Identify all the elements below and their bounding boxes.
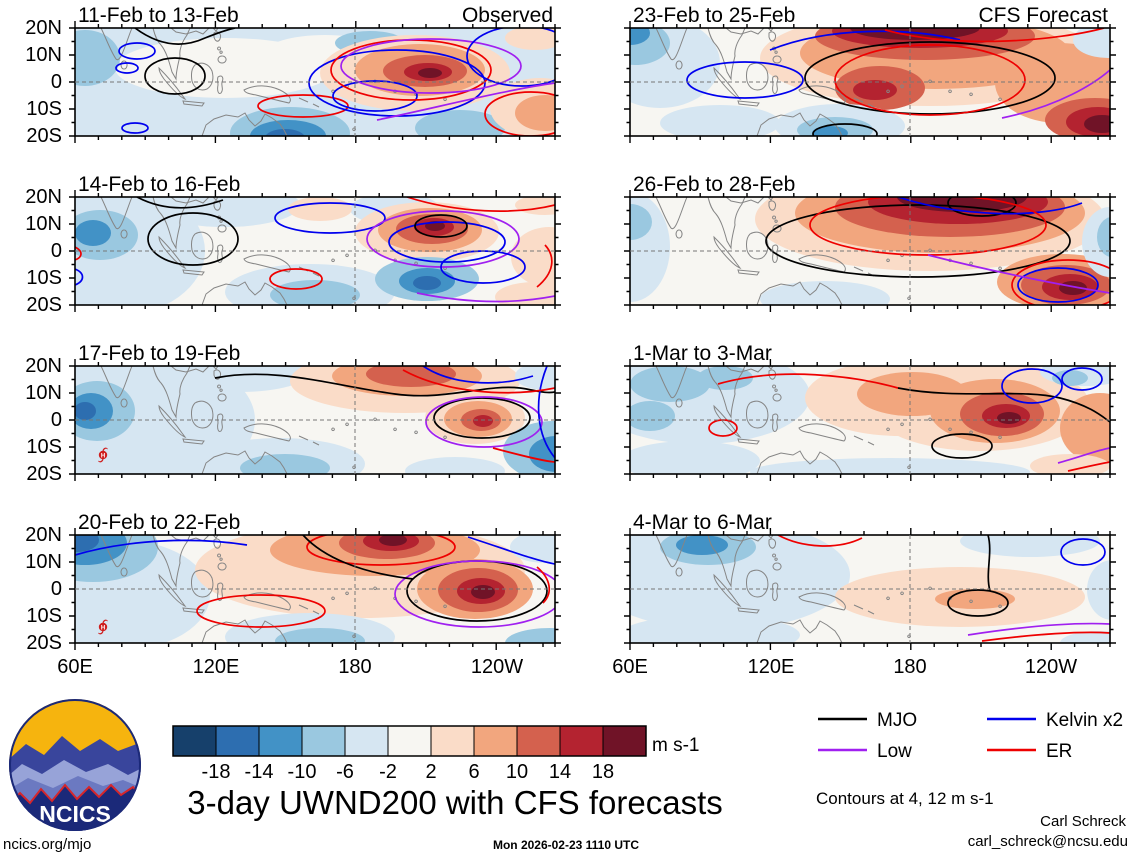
map-forecast-1-3-mar <box>624 359 1116 481</box>
lat-tick-label: 10S <box>26 436 62 458</box>
figure-title: 3-day UWND200 with CFS forecasts <box>187 784 723 821</box>
lat-tick-label: 0 <box>50 240 62 262</box>
lon-tick-label: 120E <box>747 656 795 678</box>
map-forecast-26-28-feb <box>624 190 1116 312</box>
panel-title: 20-Feb to 22-Feb <box>78 511 241 534</box>
lat-tick-label: 20N <box>25 355 62 377</box>
legend-label-mjo: MJO <box>877 710 917 731</box>
lat-tick-label: 10S <box>26 267 62 289</box>
lat-tick-label: 10N <box>25 44 62 66</box>
site-url: ncics.org/mjo <box>3 836 92 853</box>
map-observed-11-13-feb <box>69 21 561 143</box>
map-observed-17-19-feb <box>69 359 561 481</box>
lat-tick-label: 20S <box>26 294 62 316</box>
svg-text:10: 10 <box>506 761 528 783</box>
svg-text:14: 14 <box>549 761 571 783</box>
lat-tick-label: 10S <box>26 98 62 120</box>
panel-title: 17-Feb to 19-Feb <box>78 342 241 365</box>
timestamp: Mon 2026-02-23 1110 UTC <box>492 838 640 852</box>
panel-title: 1-Mar to 3-Mar <box>633 342 772 365</box>
legend-label-low: Low <box>877 741 912 762</box>
lon-tick-label: 120W <box>470 656 524 678</box>
colorbar-tick-labels: -18 -14 -10 -6 -2 2 6 10 14 18 <box>202 761 615 783</box>
author-email: carl_schreck@ncsu.edu <box>967 833 1128 850</box>
map-forecast-23-25-feb <box>624 21 1116 143</box>
svg-text:-14: -14 <box>245 761 274 783</box>
lat-tick-label: 20S <box>26 632 62 654</box>
svg-text:-6: -6 <box>336 761 354 783</box>
lat-tick-label: 0 <box>50 578 62 600</box>
lat-tick-label: 0 <box>50 71 62 93</box>
panel-title: 26-Feb to 28-Feb <box>633 173 796 196</box>
lat-tick-label: 20N <box>25 524 62 546</box>
lon-tick-label: 120E <box>192 656 240 678</box>
lon-tick-label: 120W <box>1024 656 1078 678</box>
lat-tick-label: 20N <box>25 17 62 39</box>
panel-title: 14-Feb to 16-Feb <box>78 173 241 196</box>
lat-tick-label: 20N <box>25 186 62 208</box>
column-label-observed: Observed <box>461 4 553 27</box>
lat-tick-label: 10N <box>25 382 62 404</box>
lon-tick-label: 180 <box>338 656 372 678</box>
author-name: Carl Schreck <box>1040 813 1126 830</box>
map-forecast-4-6-mar <box>624 528 1116 650</box>
panel-title: 23-Feb to 25-Feb <box>633 4 796 27</box>
logo-text: NCICS <box>39 801 111 827</box>
contour-note: Contours at 4, 12 m s-1 <box>816 789 994 808</box>
svg-text:6: 6 <box>468 761 479 783</box>
map-observed-14-16-feb <box>69 190 561 312</box>
svg-text:2: 2 <box>425 761 436 783</box>
lat-tick-label: 20S <box>26 125 62 147</box>
legend-label-er: ER <box>1046 741 1072 762</box>
svg-text:-2: -2 <box>379 761 397 783</box>
svg-text:18: 18 <box>592 761 614 783</box>
column-label-forecast: CFS Forecast <box>978 4 1108 27</box>
map-observed-20-22-feb <box>69 528 561 650</box>
legend-label-kelvin: Kelvin x2 <box>1046 710 1123 731</box>
lon-tick-label: 180 <box>893 656 927 678</box>
lat-tick-label: 10N <box>25 551 62 573</box>
lat-tick-label: 10S <box>26 605 62 627</box>
lat-tick-label: 0 <box>50 409 62 431</box>
lon-tick-label: 60E <box>612 656 648 678</box>
colorbar-units-label: m s-1 <box>652 735 700 756</box>
svg-text:-18: -18 <box>202 761 231 783</box>
panel-title: 4-Mar to 6-Mar <box>633 511 772 534</box>
panel-title: 11-Feb to 13-Feb <box>78 4 239 27</box>
svg-text:-10: -10 <box>288 761 317 783</box>
ncics-logo: NCICS <box>9 699 141 831</box>
colorbar: -18 -14 -10 -6 -2 2 6 10 14 18 <box>172 725 647 783</box>
lat-tick-label: 10N <box>25 213 62 235</box>
lat-tick-label: 20S <box>26 463 62 485</box>
lon-tick-label: 60E <box>57 656 93 678</box>
contour-legend: MJO Kelvin x2 Low ER <box>818 710 1123 762</box>
